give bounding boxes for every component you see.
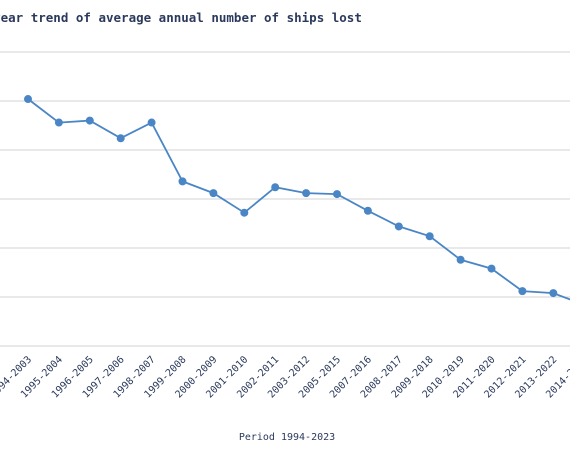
data-point (178, 177, 187, 186)
x-tick-labels: 1994-20031995-20041996-20051997-20061998… (0, 354, 570, 400)
data-point (54, 118, 63, 127)
data-point (271, 183, 280, 192)
data-point (85, 116, 94, 125)
data-point (456, 255, 465, 264)
data-point (518, 287, 527, 296)
data-point (240, 208, 249, 217)
data-point (302, 189, 311, 198)
data-point (425, 232, 434, 241)
data-points (24, 95, 558, 298)
data-point (487, 264, 496, 273)
gridlines (0, 51, 570, 347)
x-axis-label: Period 1994-2023 (239, 432, 335, 443)
data-point (394, 222, 403, 231)
data-point (333, 190, 341, 199)
data-point (363, 206, 372, 215)
data-point (549, 289, 558, 298)
data-point (209, 189, 218, 198)
data-point (24, 95, 32, 104)
data-point (116, 134, 125, 143)
data-point (147, 118, 156, 127)
chart-title: Ten-year trend of average annual number … (0, 10, 362, 25)
series-line (27, 98, 570, 301)
